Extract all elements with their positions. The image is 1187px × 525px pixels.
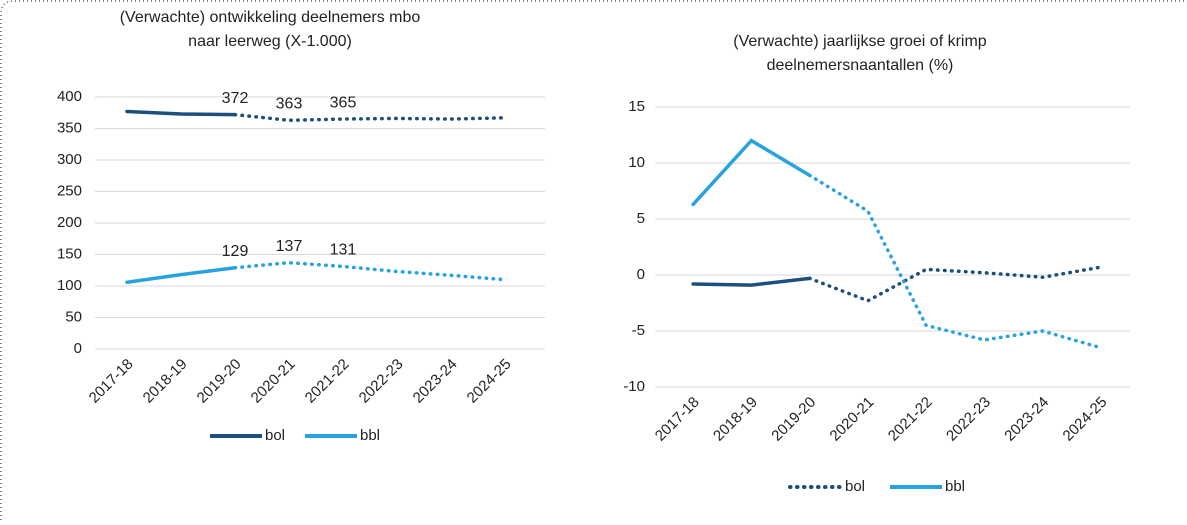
y-tick-label: 150	[57, 245, 82, 262]
series-line	[233, 260, 507, 282]
chart-title: naar leerweg (X-1.000)	[188, 33, 352, 50]
y-tick-label: 300	[57, 151, 82, 168]
x-tick-label: 2024-25	[1060, 394, 1111, 445]
x-tick-label: 2021-22	[302, 356, 353, 407]
x-tick-label: 2020-21	[248, 356, 299, 407]
y-tick-label: 5	[637, 210, 645, 227]
y-tick-label: 0	[637, 266, 645, 283]
y-tick-label: -10	[623, 378, 645, 395]
series-line	[807, 265, 1103, 303]
data-label: 372	[222, 90, 249, 107]
y-tick-label: 200	[57, 214, 82, 231]
x-tick-label: 2019-20	[194, 356, 245, 407]
x-tick-label: 2023-24	[410, 356, 461, 407]
data-label: 363	[276, 96, 303, 113]
y-tick-label: 50	[65, 308, 82, 325]
y-tick-label: 250	[57, 182, 82, 199]
legend-label: bbl	[360, 427, 380, 444]
series-line	[233, 112, 507, 123]
series-line	[691, 138, 812, 207]
x-tick-label: 2022-23	[356, 356, 407, 407]
chart-title: (Verwachte) jaarlijkse groei of krimp	[733, 33, 987, 50]
data-label: 137	[276, 238, 303, 255]
legend-label: bbl	[945, 478, 965, 495]
x-tick-label: 2023-24	[1001, 394, 1052, 445]
y-tick-label: -5	[632, 322, 645, 339]
y-tick-label: 400	[57, 88, 82, 105]
data-label: 365	[330, 94, 357, 111]
y-tick-label: 15	[628, 98, 645, 115]
data-label: 131	[330, 242, 357, 259]
x-tick-label: 2017-18	[652, 394, 703, 445]
legend-label: bol	[265, 427, 285, 444]
x-tick-label: 2017-18	[86, 356, 137, 407]
series-line	[691, 276, 812, 287]
series-line	[125, 109, 237, 117]
series-line	[125, 265, 237, 284]
x-tick-label: 2019-20	[768, 394, 819, 445]
legend-label: bol	[845, 478, 865, 495]
y-tick-label: 0	[74, 340, 82, 357]
x-tick-label: 2024-25	[464, 356, 515, 407]
data-label: 129	[222, 243, 249, 260]
x-tick-label: 2018-19	[710, 394, 761, 445]
x-tick-label: 2018-19	[140, 356, 191, 407]
series-line	[807, 173, 1103, 350]
chart-title: (Verwachte) ontwikkeling deelnemers mbo	[120, 9, 421, 26]
y-tick-label: 10	[628, 154, 645, 171]
y-tick-label: 100	[57, 277, 82, 294]
x-tick-label: 2022-23	[943, 394, 994, 445]
x-tick-label: 2021-22	[885, 394, 936, 445]
chart-title: deelnemersnaantallen (%)	[767, 57, 954, 74]
x-tick-label: 2020-21	[827, 394, 878, 445]
y-tick-label: 350	[57, 119, 82, 136]
